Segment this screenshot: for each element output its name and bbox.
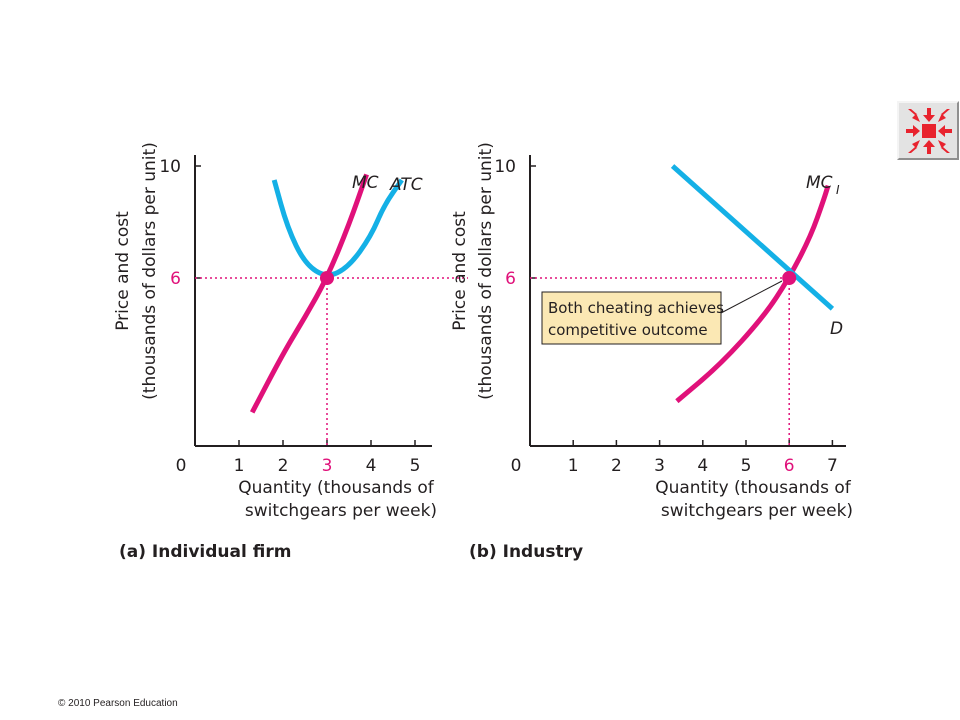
panel-b-x-tick-label: 6 xyxy=(784,456,795,476)
panel-b-label-mc: MC xyxy=(806,173,833,193)
arrows-inward-icon xyxy=(906,108,952,154)
panel-b-equilibrium-point xyxy=(782,271,797,285)
panel-b-x-tick-label: 0 xyxy=(511,456,522,476)
panel-a-y-tick-label: 10 xyxy=(159,157,181,177)
panel-a-y-axis-label-line2: (thousands of dollars per unit) xyxy=(140,142,160,400)
panel-a-curve-atc xyxy=(271,178,404,278)
callout-box xyxy=(541,291,722,345)
panel-b-label-d: D xyxy=(830,319,843,339)
panel-b-title: (b) Industry xyxy=(469,542,584,562)
panel-b-x-tick-label: 2 xyxy=(611,456,622,476)
panel-a-x-tick-label: 4 xyxy=(366,456,377,476)
panel-a-x-tick-label: 0 xyxy=(176,456,187,476)
panel-a-x-tick-label: 1 xyxy=(234,456,245,476)
panel-b-y-tick-label: 6 xyxy=(505,269,516,289)
panel-a-x-tick-label: 3 xyxy=(322,456,333,476)
panel-a-x-axis-label-line1: Quantity (thousands of xyxy=(238,478,435,498)
panel-a-label-atc: ATC xyxy=(389,175,423,195)
panel-b-x-tick-label: 7 xyxy=(827,456,838,476)
copyright-text: © 2010 Pearson Education xyxy=(58,698,178,709)
panel-a-label-mc: MC xyxy=(352,173,379,193)
callout-leader xyxy=(720,280,783,314)
panel-a-equilibrium-point xyxy=(320,271,334,285)
panel-b-y-axis-label-line2: (thousands of dollars per unit) xyxy=(476,142,496,400)
panel-a-y-axis-label-line1: Price and cost xyxy=(113,211,133,331)
panel-a-title: (a) Individual firm xyxy=(119,542,292,562)
panel-b-curve-d xyxy=(670,164,835,311)
callout-text-line1: Both cheating achieves xyxy=(548,299,724,317)
panel-a-y-tick-label: 6 xyxy=(170,269,181,289)
panel-a-curve-mc xyxy=(249,173,369,414)
panel-a-x-axis-label-line2: switchgears per week) xyxy=(245,501,437,521)
callout-text-line2: competitive outcome xyxy=(548,321,708,339)
panel-b-x-tick-label: 1 xyxy=(568,456,579,476)
panel-b-x-axis-label-line1: Quantity (thousands of xyxy=(655,478,852,498)
panel-a-x-tick-label: 2 xyxy=(278,456,289,476)
panel-b-label-mc-subscript: I xyxy=(836,183,840,197)
panel-b-x-axis-label-line2: switchgears per week) xyxy=(661,501,853,521)
navigation-button[interactable] xyxy=(897,101,959,160)
panel-b-x-tick-label: 5 xyxy=(741,456,752,476)
panel-b-y-tick-label: 10 xyxy=(494,157,516,177)
panel-b-x-tick-label: 4 xyxy=(697,456,708,476)
panel-a-x-tick-label: 5 xyxy=(410,456,421,476)
panel-b-y-axis-label-line1: Price and cost xyxy=(450,211,470,331)
panel-b-x-tick-label: 3 xyxy=(654,456,665,476)
